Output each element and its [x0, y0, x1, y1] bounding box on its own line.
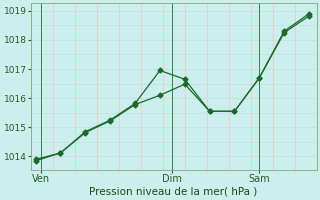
X-axis label: Pression niveau de la mer( hPa ): Pression niveau de la mer( hPa ): [90, 187, 258, 197]
